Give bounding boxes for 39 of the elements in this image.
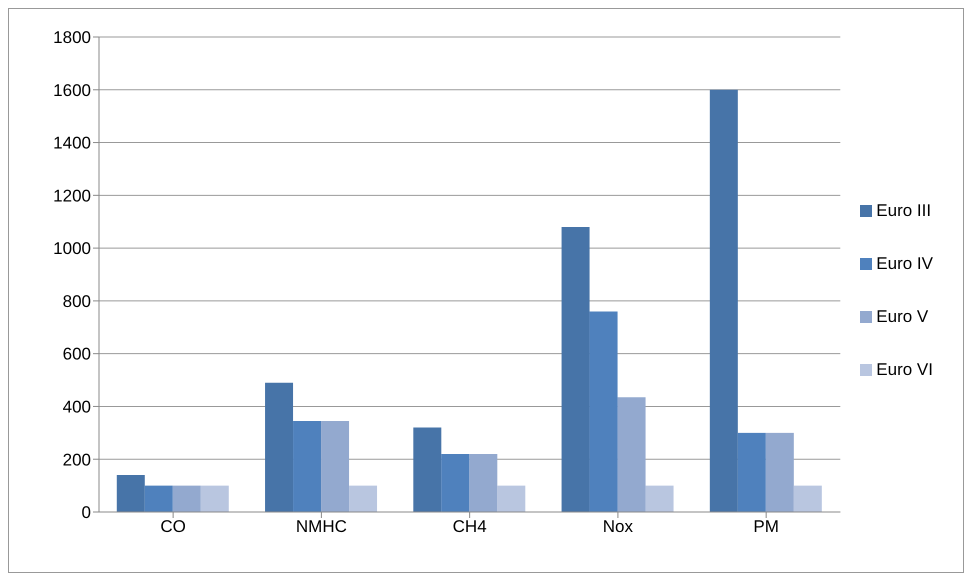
bar bbox=[738, 432, 766, 512]
x-tick-label: PM bbox=[753, 517, 779, 536]
bar bbox=[766, 432, 794, 512]
legend-label: Euro III bbox=[876, 200, 932, 220]
x-tick-label: Nox bbox=[602, 517, 634, 536]
bar bbox=[413, 428, 442, 512]
bar bbox=[172, 486, 201, 512]
bar bbox=[562, 227, 590, 512]
bar bbox=[469, 454, 498, 512]
bar bbox=[794, 486, 822, 512]
y-tick-label: 800 bbox=[62, 292, 91, 311]
y-tick-label: 1200 bbox=[53, 186, 91, 206]
bar bbox=[441, 454, 470, 512]
bar bbox=[618, 397, 646, 512]
y-tick-label: 1800 bbox=[53, 28, 91, 48]
bar bbox=[710, 90, 738, 512]
bar bbox=[321, 420, 350, 512]
y-tick-label: 1000 bbox=[53, 239, 91, 258]
y-tick-label: 600 bbox=[62, 344, 91, 364]
bar bbox=[116, 475, 145, 512]
bar bbox=[497, 486, 526, 512]
bar bbox=[144, 486, 173, 512]
legend-label: Euro VI bbox=[876, 360, 933, 378]
y-tick-label: 200 bbox=[62, 450, 91, 470]
bar bbox=[590, 311, 618, 512]
y-tick-label: 1600 bbox=[53, 80, 91, 100]
x-tick-label: CH4 bbox=[452, 517, 487, 536]
x-tick-label: CO bbox=[160, 517, 186, 536]
y-tick-label: 0 bbox=[82, 503, 91, 522]
y-tick-label: 400 bbox=[62, 397, 91, 416]
legend-label: Euro IV bbox=[876, 254, 933, 272]
bar bbox=[200, 486, 229, 512]
y-tick-label: 1400 bbox=[53, 134, 91, 153]
bar bbox=[349, 486, 378, 512]
legend-label: Euro V bbox=[876, 306, 928, 326]
x-tick-label: NMHC bbox=[296, 517, 347, 536]
bar bbox=[293, 420, 322, 512]
bar bbox=[646, 486, 674, 512]
bar bbox=[265, 382, 294, 512]
